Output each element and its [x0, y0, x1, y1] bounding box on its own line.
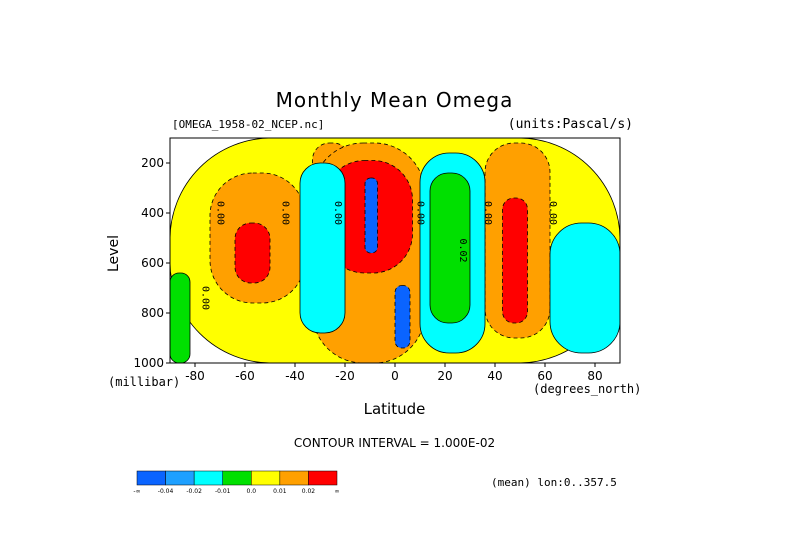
x-axis-ticks: -80 -60 -40 -20 0 20 40 60 80: [185, 363, 603, 383]
x-axis-unit: (degrees_north): [533, 382, 642, 396]
colorbar: -∞ -0.04 -0.02 -0.01 0.0 0.01 0.02 ∞: [133, 470, 340, 495]
x-tick-label: 0: [391, 369, 399, 383]
x-axis-label: Latitude: [363, 400, 426, 418]
colorbar-label: 0.01: [273, 488, 287, 495]
y-tick-label: 400: [141, 206, 164, 220]
file-label: [OMEGA_1958-02_NCEP.nc]: [172, 118, 325, 131]
y-axis-unit: (millibar): [108, 375, 181, 389]
contour-region: [549, 222, 620, 354]
x-tick-label: -20: [335, 369, 355, 383]
x-tick-label: 80: [587, 369, 602, 383]
colorbar-swatch: [251, 470, 281, 486]
x-tick-label: -60: [235, 369, 255, 383]
y-tick-label: 800: [141, 306, 164, 320]
x-tick-label: -80: [185, 369, 205, 383]
contour-region: [394, 285, 411, 349]
colorbar-label: -0.01: [215, 488, 231, 495]
contour-label: 0.00: [215, 201, 226, 225]
colorbar-swatch: [136, 470, 166, 486]
colorbar-swatch: [165, 470, 195, 486]
contour-label: 0.00: [415, 201, 426, 225]
colorbar-label: ∞: [335, 488, 340, 495]
contour-region: [170, 272, 191, 363]
x-tick-label: 40: [487, 369, 502, 383]
contour-label: 0.02: [457, 238, 468, 262]
contour-region: [299, 162, 346, 334]
contour-region: [502, 197, 528, 324]
colorbar-label: -0.04: [158, 488, 174, 495]
contour-label: 0.00: [482, 201, 493, 225]
contour-labels: 0.00 0.00 0.00 0.00 0.00 0.00 0.02 0.00: [200, 201, 559, 310]
colorbar-label: -∞: [133, 488, 140, 495]
contour-label: 0.00: [200, 286, 211, 310]
mean-label: (mean) lon:0..357.5: [491, 476, 617, 489]
colorbar-label: 0.0: [247, 488, 257, 495]
y-axis-ticks: 200 400 600 800 1000: [133, 156, 170, 370]
x-tick-label: -40: [285, 369, 305, 383]
y-tick-label: 200: [141, 156, 164, 170]
y-tick-label: 600: [141, 256, 164, 270]
colorbar-label: -0.02: [186, 488, 202, 495]
units-label: (units:Pascal/s): [507, 117, 633, 132]
contour-region: [364, 177, 378, 254]
contour-interval-label: CONTOUR INTERVAL = 1.000E-02: [293, 436, 496, 450]
contour-regions: [170, 138, 620, 363]
colorbar-label: 0.02: [302, 488, 316, 495]
contour-region: [234, 222, 271, 284]
x-tick-label: 60: [537, 369, 552, 383]
colorbar-swatch: [279, 470, 309, 486]
colorbar-swatch: [308, 470, 338, 486]
chart-title: Monthly Mean Omega: [275, 88, 514, 112]
contour-label: 0.00: [280, 201, 291, 225]
x-tick-label: 20: [437, 369, 452, 383]
colorbar-swatch: [193, 470, 223, 486]
y-tick-label: 1000: [133, 356, 164, 370]
colorbar-swatch: [222, 470, 252, 486]
contour-region: [429, 172, 471, 324]
contour-label: 0.00: [547, 201, 558, 225]
contour-label: 0.00: [332, 201, 343, 225]
